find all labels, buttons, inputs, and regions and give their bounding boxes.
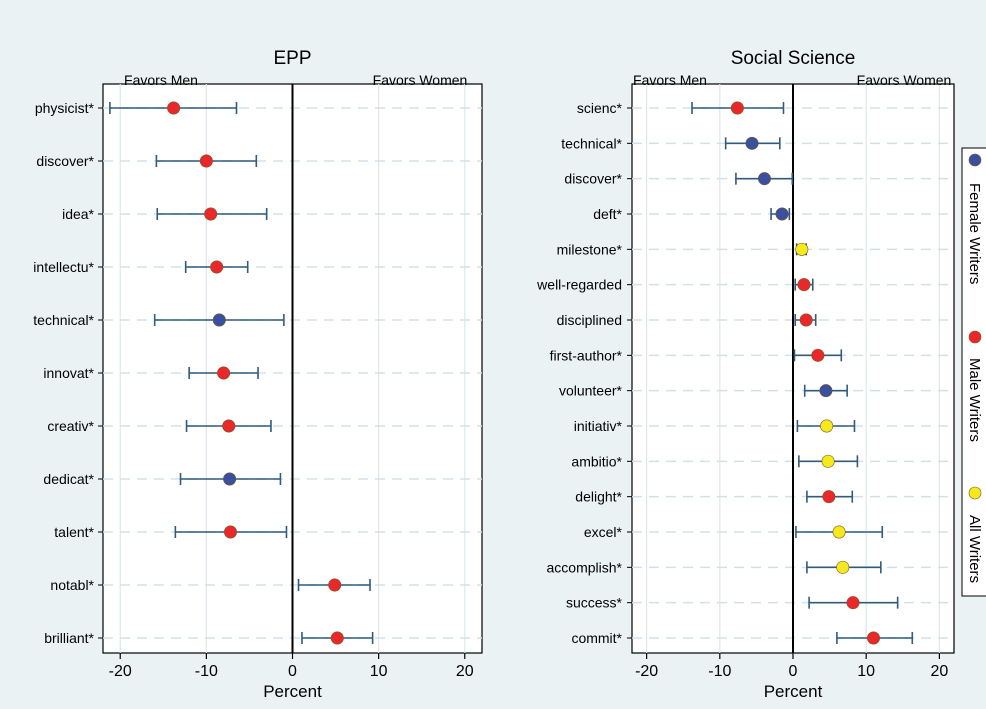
data-point-male <box>223 525 237 539</box>
x-tick-label: 0 <box>789 663 798 680</box>
y-tick-label: delight* <box>575 489 622 505</box>
y-tick-label: notabl* <box>50 577 94 593</box>
x-axis-label: Percent <box>263 682 322 701</box>
y-tick-label: discover* <box>36 153 94 169</box>
y-tick-label: accomplish* <box>547 559 623 575</box>
data-point-male <box>822 490 836 504</box>
y-tick-label: excel* <box>584 524 623 540</box>
chart-title: EPP <box>273 48 311 69</box>
y-tick-label: technical* <box>561 135 622 151</box>
data-point-female <box>223 472 237 486</box>
data-point-male <box>330 631 344 645</box>
data-point-male <box>866 631 880 645</box>
data-point-male <box>797 278 811 292</box>
data-point-female <box>819 384 833 398</box>
y-tick-label: creativ* <box>47 418 94 434</box>
data-point-male <box>217 366 231 380</box>
y-tick-label: physicist* <box>35 100 95 116</box>
y-tick-label: scienc* <box>577 100 623 116</box>
x-axis-label: Percent <box>764 682 823 701</box>
y-tick-label: deft* <box>593 206 622 222</box>
data-point-all <box>821 454 835 468</box>
data-point-male <box>204 207 218 221</box>
y-tick-label: intellectu* <box>33 259 94 275</box>
x-tick-label: 0 <box>288 663 297 680</box>
data-point-female <box>212 313 226 327</box>
y-tick-label: technical* <box>33 312 94 328</box>
data-point-male <box>199 154 213 168</box>
data-point-all <box>820 419 834 433</box>
legend: Female Writers Male Writers All Writers <box>961 147 986 597</box>
y-tick-label: volunteer* <box>559 383 623 399</box>
legend-label: Female Writers <box>966 183 983 284</box>
y-tick-label: discover* <box>564 171 622 187</box>
y-tick-label: idea* <box>62 206 94 222</box>
data-point-all <box>836 560 850 574</box>
data-point-male <box>811 348 825 362</box>
x-tick-label: -10 <box>708 663 731 680</box>
data-point-female <box>745 136 759 150</box>
y-tick-label: disciplined <box>557 312 622 328</box>
y-tick-label: brilliant* <box>44 630 94 646</box>
legend-label: All Writers <box>966 515 983 583</box>
x-tick-label: -10 <box>195 663 218 680</box>
data-point-female <box>775 207 789 221</box>
y-tick-label: dedicat* <box>43 471 94 487</box>
y-tick-label: talent* <box>54 524 94 540</box>
favors-women-label: Favors Women <box>857 72 952 88</box>
x-tick-label: 20 <box>930 663 948 680</box>
legend-label: Male Writers <box>966 358 983 442</box>
data-point-male <box>167 101 181 115</box>
chart-panel-1: Social Science Favors Men Favors Women -20 -… <box>536 48 955 701</box>
y-tick-label: milestone* <box>557 241 623 257</box>
data-point-male <box>328 578 342 592</box>
y-tick-label: well-regarded <box>536 277 622 293</box>
x-tick-label: -20 <box>635 663 658 680</box>
y-tick-label: success* <box>566 595 623 611</box>
legend-box <box>961 147 986 597</box>
x-tick-label: 10 <box>857 663 875 680</box>
data-point-male <box>846 596 860 610</box>
x-tick-label: -20 <box>109 663 132 680</box>
favors-women-label: Favors Women <box>373 72 468 88</box>
chart-panel-0: EPP Favors Men Favors Women -20 -10 0 10 20 Perc… <box>33 48 483 701</box>
y-tick-label: first-author* <box>550 347 623 363</box>
y-tick-label: initiativ* <box>574 418 623 434</box>
legend-marker-female <box>968 153 982 167</box>
data-point-all <box>832 525 846 539</box>
data-point-male <box>210 260 224 274</box>
data-point-male <box>222 419 236 433</box>
x-tick-label: 10 <box>370 663 388 680</box>
y-tick-label: innovat* <box>43 365 94 381</box>
legend-marker-all <box>968 486 982 500</box>
y-tick-label: commit* <box>571 630 622 646</box>
y-tick-label: ambitio* <box>571 453 622 469</box>
x-tick-label: 20 <box>456 663 474 680</box>
data-point-all <box>795 242 809 256</box>
favors-men-label: Favors Men <box>633 72 707 88</box>
legend-marker-male <box>968 330 982 344</box>
favors-men-label: Favors Men <box>124 72 198 88</box>
chart-title: Social Science <box>731 48 856 69</box>
data-point-male <box>730 101 744 115</box>
data-point-male <box>799 313 813 327</box>
data-point-female <box>757 172 771 186</box>
